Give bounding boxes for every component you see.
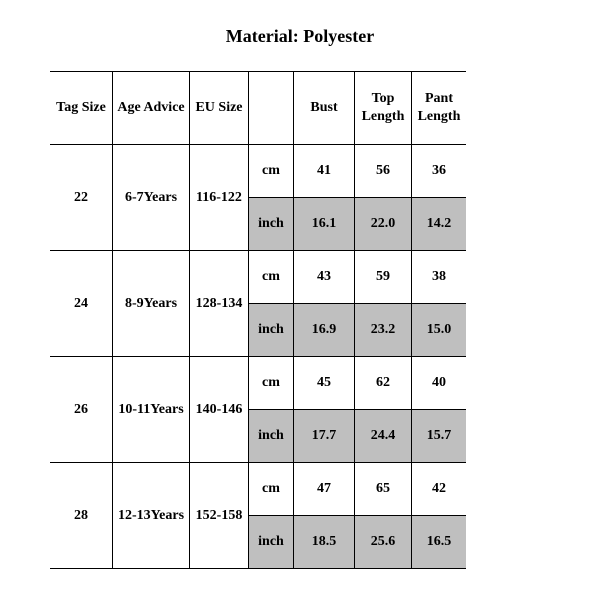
cell-pant-inch: 15.0 bbox=[412, 304, 467, 357]
cell-age: 6-7Years bbox=[113, 145, 190, 251]
cell-unit-inch: inch bbox=[249, 304, 294, 357]
cell-eu: 116-122 bbox=[190, 145, 249, 251]
cell-age: 10-11Years bbox=[113, 357, 190, 463]
cell-pant-cm: 42 bbox=[412, 463, 467, 516]
cell-eu: 152-158 bbox=[190, 463, 249, 569]
cell-bust-cm: 43 bbox=[294, 251, 355, 304]
col-bust: Bust bbox=[294, 72, 355, 145]
cell-top-inch: 23.2 bbox=[355, 304, 412, 357]
table-row: 24 8-9Years 128-134 cm 43 59 38 bbox=[50, 251, 466, 304]
cell-top-cm: 56 bbox=[355, 145, 412, 198]
cell-pant-inch: 14.2 bbox=[412, 198, 467, 251]
cell-unit-cm: cm bbox=[249, 145, 294, 198]
cell-bust-cm: 45 bbox=[294, 357, 355, 410]
header-row: Tag Size Age Advice EU Size Bust Top Len… bbox=[50, 72, 466, 145]
table-row: 26 10-11Years 140-146 cm 45 62 40 bbox=[50, 357, 466, 410]
col-pant-length: Pant Length bbox=[412, 72, 467, 145]
cell-unit-inch: inch bbox=[249, 516, 294, 569]
cell-unit-cm: cm bbox=[249, 251, 294, 304]
cell-pant-inch: 15.7 bbox=[412, 410, 467, 463]
col-age-advice: Age Advice bbox=[113, 72, 190, 145]
table-row: 22 6-7Years 116-122 cm 41 56 36 bbox=[50, 145, 466, 198]
cell-bust-cm: 41 bbox=[294, 145, 355, 198]
cell-bust-inch: 16.9 bbox=[294, 304, 355, 357]
cell-bust-cm: 47 bbox=[294, 463, 355, 516]
col-eu-size: EU Size bbox=[190, 72, 249, 145]
cell-pant-cm: 38 bbox=[412, 251, 467, 304]
cell-tag: 26 bbox=[50, 357, 113, 463]
cell-top-inch: 22.0 bbox=[355, 198, 412, 251]
cell-top-cm: 62 bbox=[355, 357, 412, 410]
cell-top-cm: 65 bbox=[355, 463, 412, 516]
cell-tag: 28 bbox=[50, 463, 113, 569]
size-table: Tag Size Age Advice EU Size Bust Top Len… bbox=[50, 71, 466, 569]
cell-tag: 22 bbox=[50, 145, 113, 251]
cell-bust-inch: 16.1 bbox=[294, 198, 355, 251]
col-top-length: Top Length bbox=[355, 72, 412, 145]
cell-age: 8-9Years bbox=[113, 251, 190, 357]
page-title: Material: Polyester bbox=[0, 26, 600, 47]
cell-unit-inch: inch bbox=[249, 198, 294, 251]
table-row: 28 12-13Years 152-158 cm 47 65 42 bbox=[50, 463, 466, 516]
col-tag-size: Tag Size bbox=[50, 72, 113, 145]
cell-unit-inch: inch bbox=[249, 410, 294, 463]
cell-unit-cm: cm bbox=[249, 463, 294, 516]
cell-top-inch: 25.6 bbox=[355, 516, 412, 569]
cell-pant-cm: 40 bbox=[412, 357, 467, 410]
cell-top-inch: 24.4 bbox=[355, 410, 412, 463]
cell-age: 12-13Years bbox=[113, 463, 190, 569]
cell-bust-inch: 18.5 bbox=[294, 516, 355, 569]
cell-eu: 140-146 bbox=[190, 357, 249, 463]
cell-unit-cm: cm bbox=[249, 357, 294, 410]
cell-tag: 24 bbox=[50, 251, 113, 357]
cell-eu: 128-134 bbox=[190, 251, 249, 357]
cell-top-cm: 59 bbox=[355, 251, 412, 304]
cell-pant-cm: 36 bbox=[412, 145, 467, 198]
cell-pant-inch: 16.5 bbox=[412, 516, 467, 569]
cell-bust-inch: 17.7 bbox=[294, 410, 355, 463]
col-unit bbox=[249, 72, 294, 145]
